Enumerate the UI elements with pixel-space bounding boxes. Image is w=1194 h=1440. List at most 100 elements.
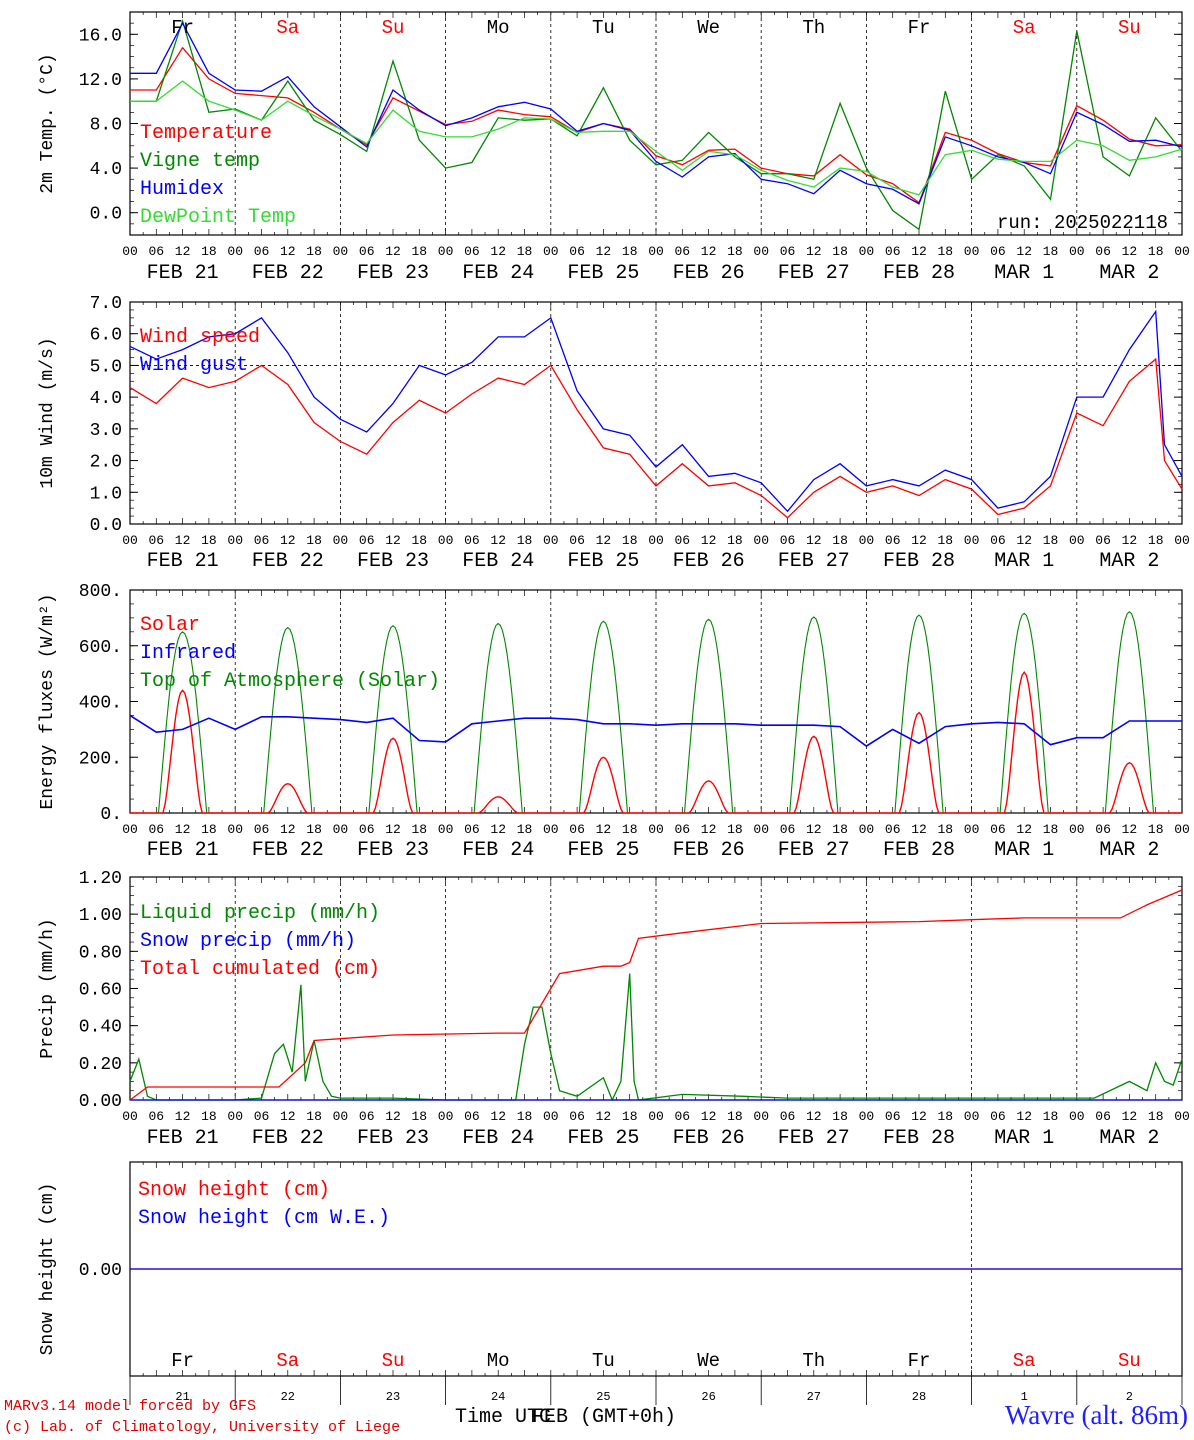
toa-solar-series xyxy=(550,620,656,814)
bottom-day-label: Su xyxy=(1118,1350,1141,1372)
hour-tick-label: 12 xyxy=(175,822,191,837)
model-credit: MARv3.14 model forced by GFS xyxy=(4,1398,257,1415)
hour-tick-label: 12 xyxy=(596,822,612,837)
y-tick-label: 0.20 xyxy=(79,1055,122,1075)
date-label: MAR 1 xyxy=(994,262,1054,285)
toa-solar-series xyxy=(1076,610,1182,814)
bottom-day-label: We xyxy=(697,1350,720,1372)
hour-tick-label: 00 xyxy=(964,244,980,259)
hour-tick-label: 12 xyxy=(911,533,927,548)
hour-tick-label: 00 xyxy=(227,533,243,548)
date-label: FEB 24 xyxy=(462,550,534,573)
date-label: FEB 25 xyxy=(567,550,639,573)
hour-tick-label: 18 xyxy=(727,533,743,548)
hour-tick-label: 06 xyxy=(674,533,690,548)
toa-solar-series xyxy=(866,614,972,814)
bottom-day-label: Sa xyxy=(276,1350,299,1372)
liquid-precip-mm-h--series xyxy=(129,973,1183,1102)
hour-tick-label: 00 xyxy=(964,533,980,548)
solar-series xyxy=(1076,762,1182,814)
date-label: FEB 21 xyxy=(147,262,219,285)
hour-tick-label: 18 xyxy=(411,822,427,837)
hour-tick-label: 12 xyxy=(175,244,191,259)
y-tick-label: 4.0 xyxy=(90,160,122,180)
hour-tick-label: 06 xyxy=(464,822,480,837)
hour-tick-label: 18 xyxy=(832,533,848,548)
y-tick-label: 12.0 xyxy=(79,71,122,91)
run-label: run: 2025022118 xyxy=(997,212,1168,234)
day-of-week-label: Fr xyxy=(171,17,194,39)
hour-tick-label: 18 xyxy=(937,533,953,548)
hour-tick-label: 06 xyxy=(569,1109,585,1124)
hour-tick-label: 06 xyxy=(148,244,164,259)
hour-tick-label: 18 xyxy=(622,533,638,548)
hour-tick-label: 18 xyxy=(1043,533,1059,548)
date-label: FEB 27 xyxy=(778,262,850,285)
y-tick-label: 0.0 xyxy=(90,205,122,225)
hour-tick-label: 12 xyxy=(1122,533,1138,548)
hour-tick-label: 06 xyxy=(674,244,690,259)
legend-entry: Wind gust xyxy=(140,354,248,377)
hour-tick-label: 12 xyxy=(596,1109,612,1124)
hour-tick-label: 00 xyxy=(964,822,980,837)
solar-series xyxy=(971,670,1077,814)
legend-entry: Snow precip (mm/h) xyxy=(140,930,356,953)
legend-entry: Solar xyxy=(140,614,200,637)
hour-tick-label: 00 xyxy=(543,822,559,837)
hour-tick-label: 12 xyxy=(1122,1109,1138,1124)
y-tick-label: 800. xyxy=(79,582,122,602)
hour-tick-label: 00 xyxy=(1174,822,1190,837)
hour-tick-label: 18 xyxy=(306,822,322,837)
wind-gust-series xyxy=(129,309,1183,513)
hour-tick-label: 00 xyxy=(964,1109,980,1124)
hour-tick-label: 00 xyxy=(438,244,454,259)
date-label: FEB 26 xyxy=(673,1127,745,1150)
legend-entry: Infrared xyxy=(140,642,236,665)
solar-series xyxy=(130,689,236,814)
hour-tick-label: 06 xyxy=(1095,244,1111,259)
date-label: FEB 27 xyxy=(778,550,850,573)
hour-tick-label: 00 xyxy=(1069,533,1085,548)
hour-tick-label: 12 xyxy=(490,822,506,837)
bottom-day-label: Sa xyxy=(1013,1350,1036,1372)
date-label: FEB 23 xyxy=(357,550,429,573)
y-tick-label: 7.0 xyxy=(90,294,122,314)
hour-tick-label: 00 xyxy=(227,244,243,259)
solar-series xyxy=(550,756,656,814)
hour-tick-label: 00 xyxy=(333,822,349,837)
hour-tick-label: 06 xyxy=(990,533,1006,548)
hour-tick-label: 06 xyxy=(254,1109,270,1124)
y-tick-label: 16.0 xyxy=(79,26,122,46)
hour-tick-label: 12 xyxy=(385,1109,401,1124)
hour-tick-label: 00 xyxy=(333,533,349,548)
y-tick-label: 6.0 xyxy=(90,326,122,346)
date-label: MAR 1 xyxy=(994,550,1054,573)
infrared-series xyxy=(129,714,1182,748)
hour-tick-label: 00 xyxy=(438,533,454,548)
y-tick-label: 8.0 xyxy=(90,116,122,136)
hour-tick-label: 12 xyxy=(385,822,401,837)
dewpoint-temp-series xyxy=(130,80,1183,196)
hour-tick-label: 00 xyxy=(648,1109,664,1124)
legend-entry: Humidex xyxy=(140,178,224,201)
day-of-week-label: Su xyxy=(1118,17,1141,39)
hour-tick-label: 06 xyxy=(990,244,1006,259)
date-label: FEB 23 xyxy=(357,262,429,285)
hour-tick-label: 06 xyxy=(148,1109,164,1124)
hour-tick-label: 06 xyxy=(780,244,796,259)
solar-series xyxy=(445,796,551,814)
hour-tick-label: 18 xyxy=(411,1109,427,1124)
hour-tick-label: 18 xyxy=(1148,1109,1164,1124)
y-tick-label: 1.20 xyxy=(79,869,122,889)
solar-series xyxy=(761,735,867,814)
hour-tick-label: 00 xyxy=(1174,244,1190,259)
hour-tick-label: 00 xyxy=(648,822,664,837)
hour-tick-label: 18 xyxy=(727,1109,743,1124)
hour-tick-label: 18 xyxy=(306,244,322,259)
solar-series xyxy=(866,711,972,814)
hour-tick-label: 12 xyxy=(701,533,717,548)
hour-tick-label: 12 xyxy=(911,1109,927,1124)
date-label: FEB 28 xyxy=(883,1127,955,1150)
bottom-day-label: Su xyxy=(382,1350,405,1372)
